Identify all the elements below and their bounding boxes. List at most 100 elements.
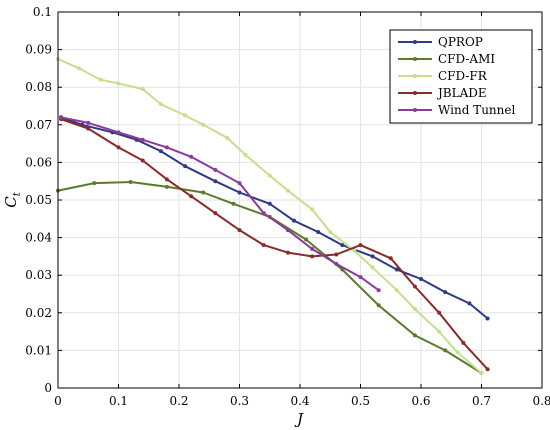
data-point-cfd-fr — [394, 288, 399, 293]
data-point-cfd-fr — [158, 102, 163, 107]
x-tick-label: 0.5 — [351, 394, 370, 408]
y-tick-label: 0.07 — [25, 118, 52, 132]
data-point-cfd-fr — [455, 350, 460, 355]
data-point-jblade — [116, 145, 121, 150]
data-point-wind-tunnel — [237, 181, 242, 186]
x-tick-label: 0.3 — [230, 394, 249, 408]
data-point-wind-tunnel — [164, 145, 169, 150]
data-point-jblade — [334, 252, 339, 257]
data-point-cfd-fr — [310, 207, 315, 212]
legend-label: JBLADE — [436, 86, 487, 100]
data-point-cfd-fr — [77, 66, 82, 71]
legend-label: CFD-AMI — [438, 52, 495, 66]
data-point-cfd-ami — [304, 237, 309, 242]
x-tick-label: 0.6 — [411, 394, 430, 408]
legend-marker — [413, 91, 417, 95]
data-point-qprop — [419, 276, 423, 281]
data-point-cfd-fr — [328, 229, 333, 234]
data-point-cfd-fr — [225, 135, 230, 140]
data-point-jblade — [358, 243, 363, 248]
data-point-cfd-fr — [183, 113, 188, 118]
data-point-jblade — [261, 243, 266, 248]
y-tick-label: 0.06 — [25, 155, 52, 169]
data-point-cfd-ami — [376, 303, 381, 308]
data-point-jblade — [285, 250, 290, 255]
series-jblade — [59, 117, 490, 372]
data-point-cfd-ami — [412, 333, 417, 338]
data-point-cfd-fr — [352, 248, 357, 253]
y-tick-label: 0.1 — [33, 5, 52, 19]
series-line-jblade — [60, 118, 489, 370]
data-point-cfd-fr — [201, 122, 206, 127]
y-tick-label: 0.08 — [25, 80, 52, 94]
data-point-qprop — [316, 229, 321, 234]
grid — [57, 11, 543, 389]
data-point-cfd-fr — [140, 87, 145, 92]
data-point-jblade — [388, 256, 393, 261]
data-point-wind-tunnel — [59, 115, 64, 120]
data-point-wind-tunnel — [261, 211, 266, 216]
series-line-qprop — [60, 116, 489, 320]
data-point-jblade — [213, 211, 218, 216]
data-point-wind-tunnel — [189, 154, 194, 159]
y-tick-label: 0.04 — [25, 231, 52, 245]
data-point-jblade — [310, 254, 315, 259]
data-point-qprop — [370, 254, 375, 259]
data-point-cfd-fr — [243, 152, 248, 157]
legend-label: Wind Tunnel — [438, 103, 515, 117]
data-point-qprop — [443, 290, 448, 295]
legend-label: CFD-FR — [438, 69, 488, 83]
data-point-wind-tunnel — [334, 261, 339, 266]
data-point-wind-tunnel — [358, 275, 363, 280]
legend-label: QPROP — [438, 35, 483, 49]
data-point-cfd-ami — [443, 348, 448, 353]
y-tick-label: 0.05 — [25, 193, 52, 207]
data-point-wind-tunnel — [285, 228, 290, 233]
data-point-jblade — [189, 194, 194, 199]
data-point-wind-tunnel — [376, 288, 381, 293]
data-point-jblade — [237, 228, 242, 233]
data-point-cfd-ami — [201, 190, 206, 195]
data-point-qprop — [467, 301, 472, 306]
y-tick-label: 0 — [44, 381, 52, 395]
data-point-qprop — [485, 316, 490, 321]
data-point-cfd-fr — [370, 265, 375, 270]
data-point-cfd-fr — [437, 329, 442, 334]
tick-labels: 0 0.1 0.2 0.3 0.4 0.5 0.6 0.7 0.8 0 0.01 0.02 0.03 0.… — [25, 5, 550, 408]
x-tick-label: 0 — [54, 394, 62, 408]
data-point-cfd-ami — [92, 181, 97, 186]
data-point-qprop — [213, 179, 218, 184]
data-point-wind-tunnel — [116, 130, 121, 135]
data-point-cfd-fr — [116, 81, 121, 86]
series-line-wind-tunnel — [60, 116, 380, 292]
legend-marker — [413, 40, 417, 44]
data-point-qprop — [394, 267, 399, 272]
data-point-jblade — [437, 310, 442, 315]
data-point-qprop — [291, 218, 296, 223]
data-point-cfd-fr — [412, 307, 417, 312]
data-point-cfd-fr — [267, 173, 272, 178]
series-cfd-fr — [56, 57, 484, 375]
data-point-cfd-ami — [164, 184, 169, 189]
data-point-jblade — [485, 367, 490, 372]
legend-item: JBLADE — [398, 86, 487, 100]
series-wind-tunnel — [59, 115, 381, 293]
x-tick-label: 0.1 — [109, 394, 128, 408]
data-point-jblade — [140, 158, 145, 163]
data-point-wind-tunnel — [140, 137, 145, 142]
data-point-cfd-ami — [231, 201, 236, 206]
legend-marker — [413, 74, 417, 78]
x-tick-label: 0.7 — [472, 394, 491, 408]
x-tick-label: 0.8 — [532, 394, 550, 408]
legend-item: QPROP — [398, 35, 483, 49]
data-point-jblade — [461, 340, 466, 345]
data-point-jblade — [164, 177, 169, 182]
y-tick-label: 0.09 — [25, 43, 52, 57]
x-axis-label: J — [294, 410, 304, 428]
y-tick-label: 0.03 — [25, 268, 52, 282]
data-point-wind-tunnel — [213, 167, 218, 172]
legend: QPROP CFD-AMI CFD-FR JBLADE Wind Tunnel — [389, 29, 533, 124]
data-point-qprop — [237, 190, 242, 195]
data-point-cfd-fr — [479, 370, 484, 375]
